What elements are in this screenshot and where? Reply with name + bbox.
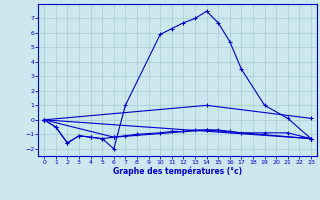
X-axis label: Graphe des températures (°c): Graphe des températures (°c) [113, 167, 242, 176]
